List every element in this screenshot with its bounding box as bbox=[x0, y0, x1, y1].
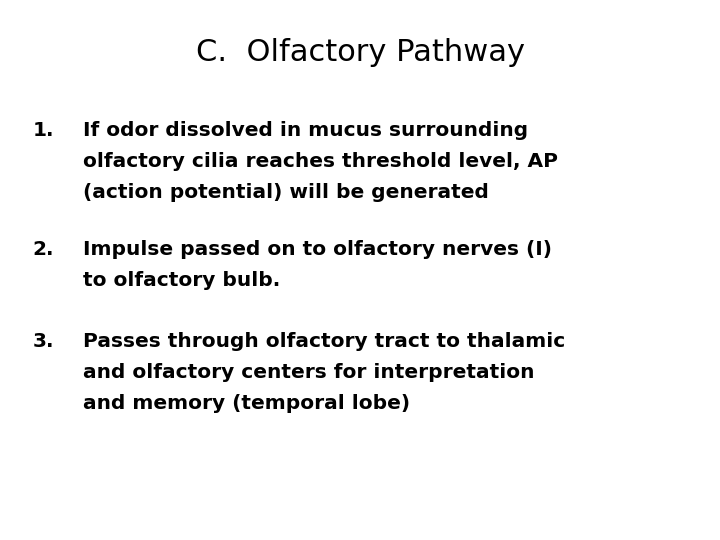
Text: Impulse passed on to olfactory nerves (I): Impulse passed on to olfactory nerves (I… bbox=[83, 240, 552, 259]
Text: olfactory cilia reaches threshold level, AP: olfactory cilia reaches threshold level,… bbox=[83, 152, 558, 171]
Text: (action potential) will be generated: (action potential) will be generated bbox=[83, 183, 489, 202]
Text: and olfactory centers for interpretation: and olfactory centers for interpretation bbox=[83, 363, 534, 382]
Text: Passes through olfactory tract to thalamic: Passes through olfactory tract to thalam… bbox=[83, 332, 565, 351]
Text: 3.: 3. bbox=[32, 332, 54, 351]
Text: C.  Olfactory Pathway: C. Olfactory Pathway bbox=[196, 38, 524, 67]
Text: to olfactory bulb.: to olfactory bulb. bbox=[83, 271, 280, 290]
Text: 1.: 1. bbox=[32, 122, 54, 140]
Text: 2.: 2. bbox=[32, 240, 54, 259]
Text: If odor dissolved in mucus surrounding: If odor dissolved in mucus surrounding bbox=[83, 122, 528, 140]
Text: and memory (temporal lobe): and memory (temporal lobe) bbox=[83, 394, 410, 413]
